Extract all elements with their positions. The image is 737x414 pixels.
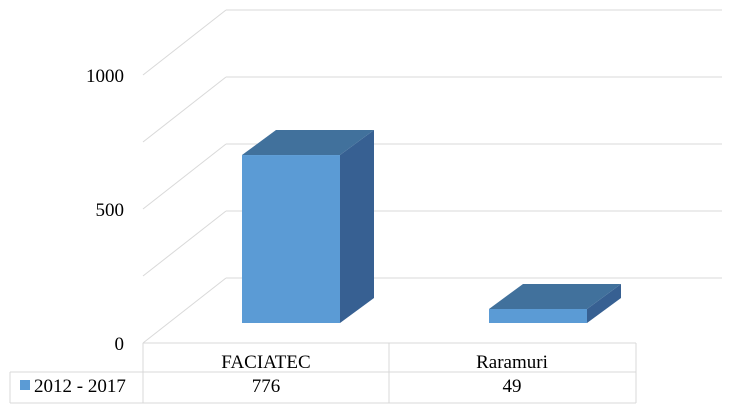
legend-series-name: 2012 - 2017 xyxy=(34,376,126,397)
bar-side xyxy=(587,284,621,323)
bar-top xyxy=(242,130,374,156)
y-tick-label: 0 xyxy=(115,334,125,355)
y-axis-ticks: 0 500 1000 xyxy=(86,66,124,355)
y-tick-label: 500 xyxy=(96,200,125,221)
gridline-side xyxy=(142,76,227,143)
data-value-faciatec: 776 xyxy=(252,376,281,397)
bar-front xyxy=(242,155,340,323)
gridline-side xyxy=(142,143,227,210)
data-value-raramuri: 49 xyxy=(503,376,522,397)
legend-key xyxy=(20,380,30,390)
gridline-side xyxy=(142,277,227,344)
bars xyxy=(242,130,621,323)
bar-faciatec xyxy=(242,130,374,323)
bar-raramuri xyxy=(489,284,621,323)
category-label-raramuri: Raramuri xyxy=(476,352,548,373)
category-label-faciatec: FACIATEC xyxy=(221,352,310,373)
gridlines xyxy=(142,9,722,344)
bar-side xyxy=(340,130,374,323)
gridline-side xyxy=(142,9,227,76)
gridline-side xyxy=(142,210,227,277)
data-table: FACIATEC Raramuri 2012 - 2017 776 49 xyxy=(9,343,637,404)
y-tick-label: 1000 xyxy=(86,66,124,87)
bar-front xyxy=(489,309,587,323)
bar-top xyxy=(489,284,621,309)
